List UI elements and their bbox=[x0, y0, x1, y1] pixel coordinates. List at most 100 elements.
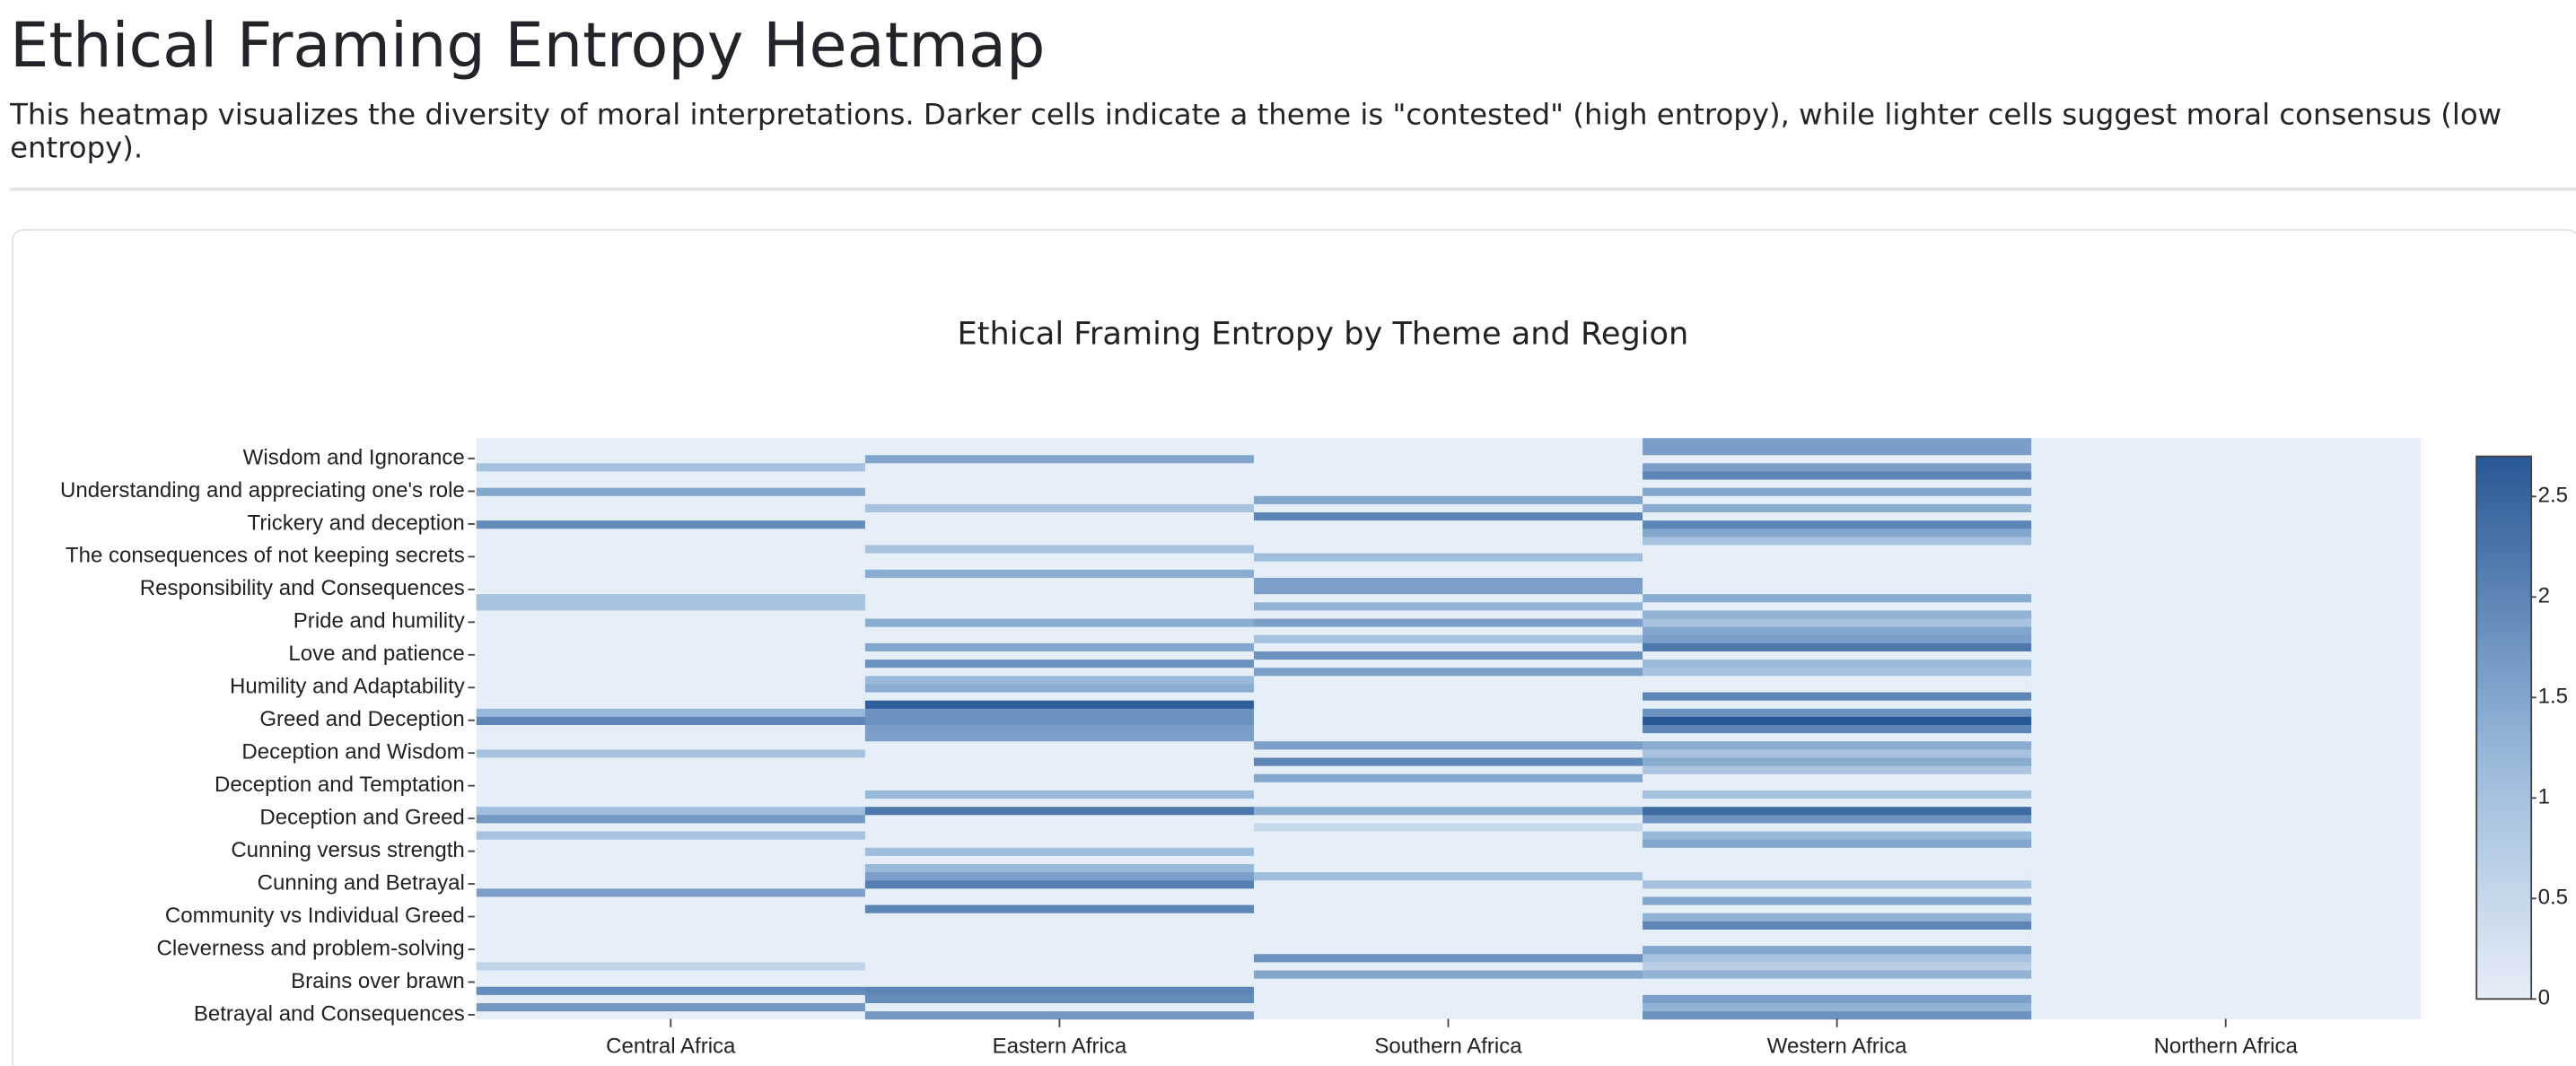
y-tick-label: Love and patience bbox=[288, 642, 464, 666]
heatmap-cell bbox=[864, 977, 1255, 987]
heatmap-cell bbox=[864, 945, 1255, 955]
heatmap-cell bbox=[476, 847, 866, 856]
heatmap-cell bbox=[1643, 814, 2032, 824]
heatmap-cell bbox=[2031, 577, 2422, 587]
heatmap-cell bbox=[2031, 847, 2422, 856]
heatmap-cell bbox=[2031, 732, 2422, 742]
heatmap-cell bbox=[1643, 691, 2032, 701]
heatmap-cell bbox=[2031, 756, 2422, 766]
heatmap-cell bbox=[476, 740, 866, 750]
heatmap-cell bbox=[864, 724, 1255, 734]
heatmap-cell bbox=[1253, 683, 1643, 693]
heatmap-cell bbox=[476, 486, 866, 496]
heatmap-cell bbox=[2031, 1010, 2422, 1020]
heatmap-cell bbox=[1643, 651, 2032, 660]
heatmap-cell bbox=[2031, 560, 2422, 570]
heatmap-cell bbox=[1253, 855, 1643, 865]
heatmap-cell bbox=[1643, 716, 2032, 726]
colorbar-tick-label: 2.5 bbox=[2538, 484, 2568, 508]
heatmap-cell bbox=[1253, 503, 1643, 513]
heatmap-cell bbox=[2031, 585, 2422, 595]
colorbar-tick-label: 0.5 bbox=[2538, 886, 2568, 910]
heatmap-cell bbox=[1253, 937, 1643, 947]
heatmap-cell bbox=[2031, 912, 2422, 922]
y-tick-label: Deception and Greed bbox=[259, 805, 464, 829]
colorbar-tick-label: 1 bbox=[2538, 785, 2550, 809]
heatmap-cell bbox=[1253, 585, 1643, 595]
y-tick-label: Cleverness and problem-solving bbox=[157, 936, 465, 960]
heatmap-cell bbox=[2031, 691, 2422, 701]
heatmap-cell bbox=[1253, 528, 1643, 537]
y-tick-label: The consequences of not keeping secrets bbox=[66, 544, 465, 568]
heatmap-cell bbox=[1253, 863, 1643, 873]
heatmap-cell bbox=[864, 830, 1255, 840]
heatmap-cell bbox=[2031, 765, 2422, 774]
colorbar-tick-label: 0 bbox=[2538, 986, 2550, 1010]
heatmap-cell bbox=[2031, 896, 2422, 905]
heatmap-cell bbox=[864, 569, 1255, 578]
heatmap-cell bbox=[864, 863, 1255, 873]
heatmap-cell bbox=[476, 863, 866, 873]
heatmap-cell bbox=[1643, 520, 2032, 529]
heatmap-cell bbox=[1253, 1010, 1643, 1020]
y-tick-label: Humility and Adaptability bbox=[230, 675, 465, 699]
heatmap-cell bbox=[2031, 486, 2422, 496]
heatmap-cell bbox=[2031, 462, 2422, 472]
y-tick-label: Trickery and deception bbox=[248, 511, 465, 535]
heatmap-cell bbox=[1253, 708, 1643, 717]
heatmap-cell bbox=[1253, 896, 1643, 905]
heatmap-cell bbox=[864, 634, 1255, 643]
heatmap-cell bbox=[1253, 659, 1643, 668]
heatmap-cell bbox=[476, 528, 866, 537]
divider bbox=[10, 187, 2576, 191]
heatmap-cell bbox=[1643, 904, 2032, 913]
heatmap-cell bbox=[1253, 617, 1643, 627]
heatmap-cell bbox=[476, 773, 866, 782]
heatmap-cell bbox=[1643, 830, 2032, 840]
heatmap-cell bbox=[1253, 977, 1643, 987]
heatmap-cell bbox=[476, 1010, 866, 1020]
heatmap-cell bbox=[1253, 462, 1643, 472]
heatmap-cell bbox=[2031, 708, 2422, 717]
heatmap-cell bbox=[1253, 495, 1643, 504]
heatmap-cell bbox=[1643, 569, 2032, 578]
heatmap-cell bbox=[1253, 699, 1643, 709]
heatmap-cell bbox=[1643, 503, 2032, 513]
heatmap-cell bbox=[1643, 675, 2032, 685]
heatmap-cell bbox=[1643, 806, 2032, 816]
page-title: Ethical Framing Entropy Heatmap bbox=[10, 10, 1046, 82]
heatmap-cell bbox=[864, 969, 1255, 979]
heatmap-cell bbox=[476, 921, 866, 930]
heatmap-cell bbox=[2031, 921, 2422, 930]
heatmap-cell bbox=[476, 569, 866, 578]
heatmap-cell bbox=[864, 667, 1255, 677]
heatmap-cell bbox=[476, 659, 866, 668]
heatmap-cell bbox=[864, 773, 1255, 782]
heatmap-cell bbox=[864, 937, 1255, 947]
heatmap-cell bbox=[476, 708, 866, 717]
colorbar-tick-label: 2 bbox=[2538, 584, 2550, 608]
y-tick-label: Responsibility and Consequences bbox=[140, 576, 465, 600]
heatmap-cell bbox=[476, 724, 866, 734]
heatmap-cell bbox=[1253, 879, 1643, 889]
heatmap-cell bbox=[2031, 625, 2422, 635]
heatmap-cell bbox=[2031, 470, 2422, 480]
heatmap-cell bbox=[1643, 593, 2032, 603]
heatmap-cell bbox=[864, 986, 1255, 995]
heatmap-cell bbox=[476, 790, 866, 800]
heatmap-cell bbox=[864, 617, 1255, 627]
heatmap-cell bbox=[1253, 953, 1643, 963]
heatmap-cell bbox=[2031, 945, 2422, 955]
heatmap-cell bbox=[476, 871, 866, 881]
heatmap-cell bbox=[1253, 847, 1643, 856]
heatmap-cell bbox=[476, 675, 866, 685]
heatmap-cell bbox=[2031, 601, 2422, 611]
heatmap-cell bbox=[1643, 1002, 2032, 1012]
heatmap-cell bbox=[1643, 667, 2032, 677]
heatmap-cell bbox=[1253, 871, 1643, 881]
heatmap-cell bbox=[2031, 446, 2422, 456]
heatmap-cell bbox=[1643, 552, 2032, 562]
heatmap-cell bbox=[864, 699, 1255, 709]
y-tick-label: Betrayal and Consequences bbox=[194, 1001, 465, 1026]
